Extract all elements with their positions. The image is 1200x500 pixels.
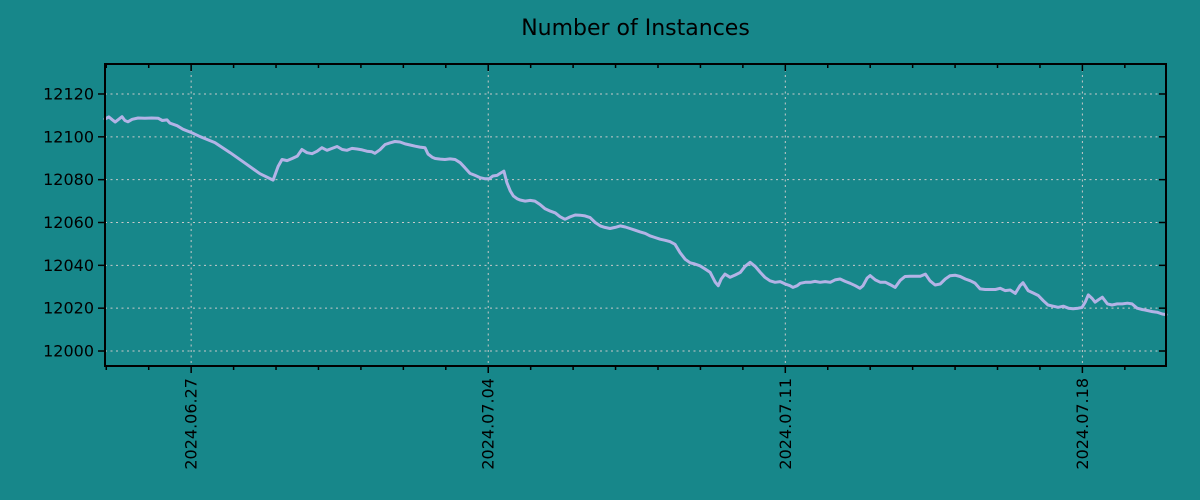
series-line-instances xyxy=(103,115,1168,317)
y-tick-label: 12000 xyxy=(43,342,94,361)
y-tick-label: 12040 xyxy=(43,256,94,275)
y-tick-label: 12100 xyxy=(43,127,94,146)
y-tick-label: 12080 xyxy=(43,170,94,189)
x-tick-label: 2024.07.18 xyxy=(1073,378,1092,470)
x-tick-label: 2024.07.04 xyxy=(479,378,498,470)
y-tick-label: 12120 xyxy=(43,84,94,103)
y-tick-label: 12020 xyxy=(43,299,94,318)
x-tick-label: 2024.07.11 xyxy=(776,378,795,470)
chart-title: Number of Instances xyxy=(521,16,750,41)
plot-border xyxy=(104,63,1167,367)
y-tick-label: 12060 xyxy=(43,213,94,232)
x-tick-label: 2024.06.27 xyxy=(182,378,201,470)
